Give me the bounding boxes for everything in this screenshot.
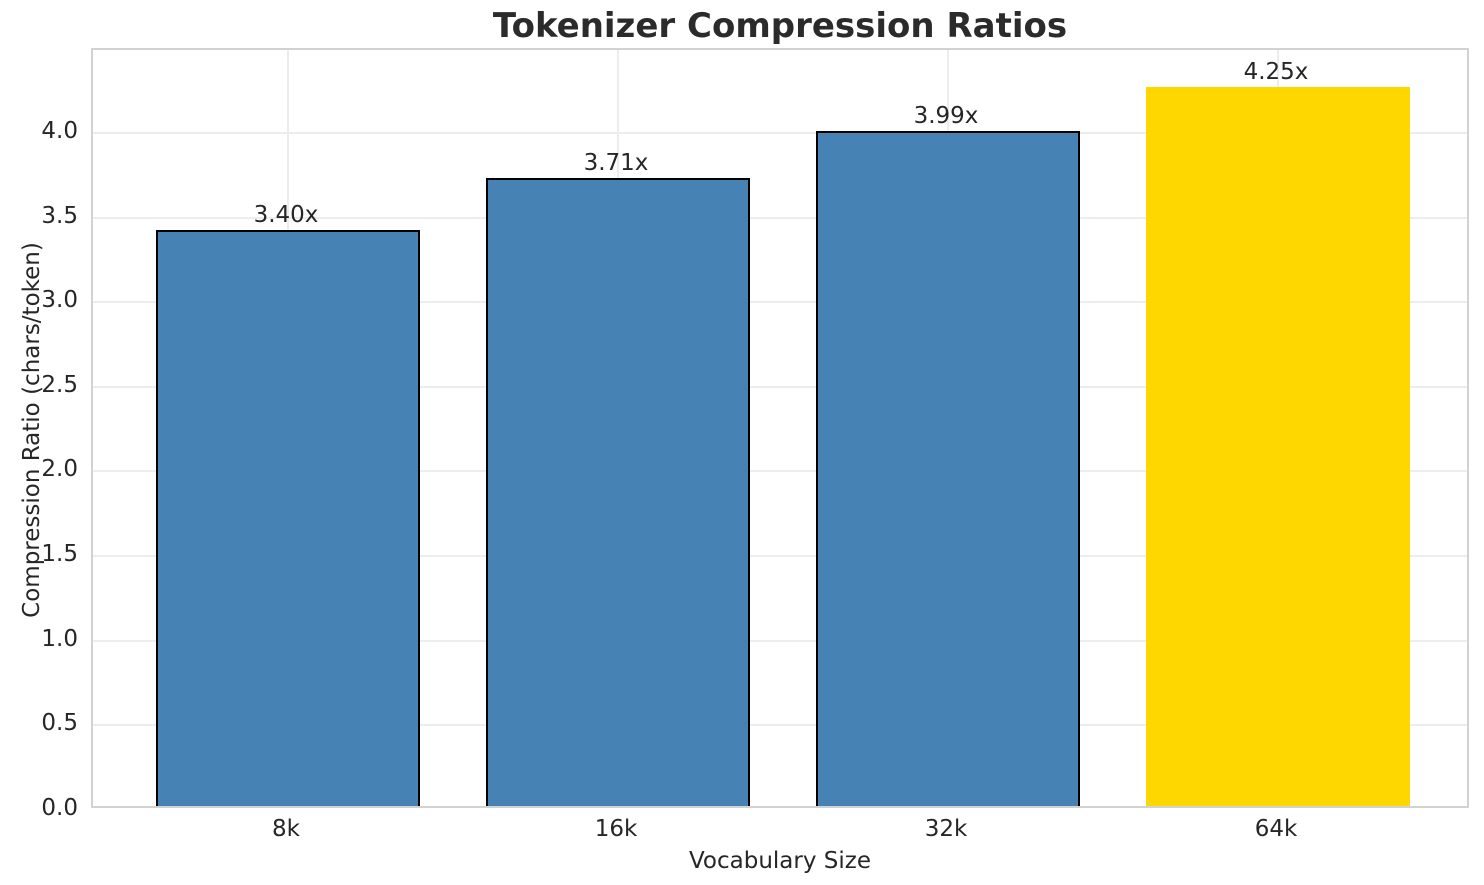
y-gridline: [93, 639, 1467, 642]
y-tick-label: 2.5: [41, 371, 78, 398]
y-tick-label: 1.5: [41, 541, 78, 568]
y-gridline: [93, 131, 1467, 134]
y-tick-label: 2.0: [41, 456, 78, 483]
y-gridline: [93, 555, 1467, 558]
y-tick-label: 3.5: [41, 202, 78, 229]
x-axis-label: Vocabulary Size: [688, 848, 871, 874]
y-tick-label: 0.0: [41, 795, 78, 821]
bar-8k: [156, 230, 420, 806]
bar-32k: [816, 131, 1080, 806]
x-tick-label: 64k: [1254, 816, 1298, 842]
y-gridline: [93, 385, 1467, 388]
x-tick-label: 32k: [924, 816, 968, 842]
y-tick-label: 0.5: [41, 710, 78, 737]
y-gridline: [93, 724, 1467, 727]
bar-value-label: 3.71x: [583, 150, 649, 176]
y-tick-label: 1.0: [41, 625, 78, 652]
x-tick-label: 8k: [272, 816, 300, 842]
bar-16k: [486, 178, 750, 806]
bar-64k: [1146, 87, 1410, 806]
x-tick-label: 16k: [594, 816, 638, 842]
plot-area: [91, 48, 1469, 808]
y-tick-label: 4.0: [41, 117, 78, 144]
chart-title: Tokenizer Compression Ratios: [492, 6, 1068, 46]
bar-value-label: 4.25x: [1243, 59, 1309, 85]
y-tick-label: 3.0: [41, 287, 78, 314]
y-gridline: [93, 216, 1467, 219]
y-gridline: [93, 470, 1467, 473]
bar-value-label: 3.99x: [913, 103, 979, 129]
bar-value-label: 3.40x: [253, 202, 319, 228]
y-gridline: [93, 301, 1467, 304]
